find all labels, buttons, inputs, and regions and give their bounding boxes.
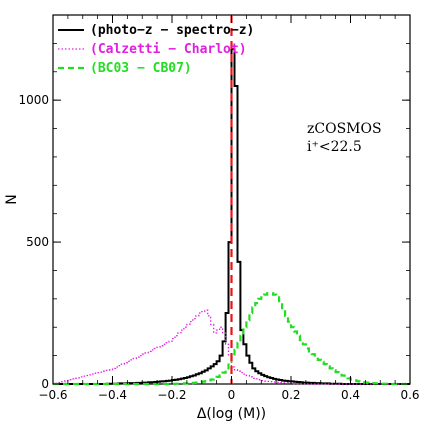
legend: (photo−z − spectro−z) (Calzetti − Charlot… xyxy=(58,23,254,76)
legend-label-1: (photo−z − spectro−z) xyxy=(90,23,254,38)
annotation-line-2: i⁺<22.5 xyxy=(307,139,362,155)
series-2-histogram xyxy=(53,309,410,385)
x-tick-label: 0 xyxy=(228,388,236,402)
x-tick-label: 0.2 xyxy=(281,388,300,402)
x-tick-label: −0.6 xyxy=(38,388,67,402)
x-tick-label: −0.2 xyxy=(157,388,186,402)
legend-label-2: (Calzetti − Charlot) xyxy=(90,42,247,57)
x-tick-label: −0.4 xyxy=(98,388,127,402)
ticks-group: −0.6 −0.4 −0.2 0 0.2 0.4 0.6 0 500 1000 xyxy=(18,14,420,402)
y-tick-label: 500 xyxy=(26,235,49,249)
y-tick-label: 0 xyxy=(41,377,49,391)
x-tick-label: 0.4 xyxy=(341,388,360,402)
y-tick-label: 1000 xyxy=(18,93,49,107)
legend-label-3: (BC03 − CB07) xyxy=(90,61,192,76)
x-tick-label: 0.6 xyxy=(400,388,419,402)
y-axis-label: N xyxy=(4,194,20,204)
annotation: zCOSMOS i⁺<22.5 xyxy=(307,121,382,155)
annotation-line-1: zCOSMOS xyxy=(307,121,382,137)
x-axis-label: Δ(log (M)) xyxy=(197,406,266,422)
